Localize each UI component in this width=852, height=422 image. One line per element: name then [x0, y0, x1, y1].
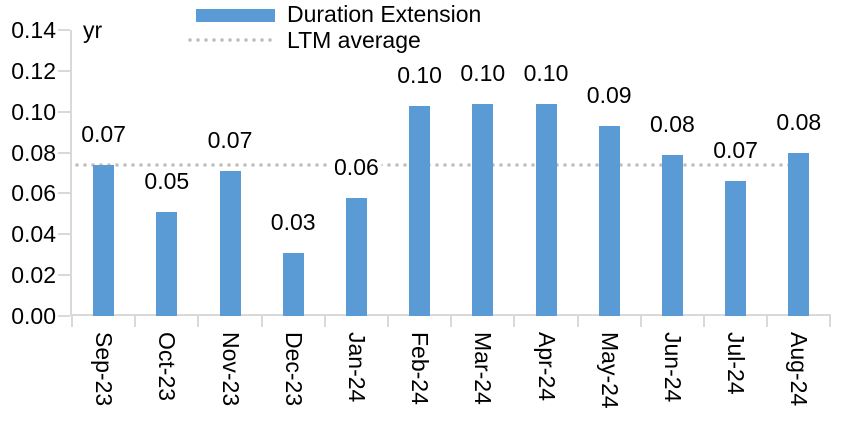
- bar: [93, 164, 115, 316]
- bar-value-label: 0.07: [78, 122, 129, 145]
- x-axis-tick: [639, 316, 642, 327]
- y-axis-tick: [58, 151, 70, 154]
- y-tick-label: 0.00: [11, 303, 56, 329]
- bar-value-label: 0.08: [773, 110, 825, 133]
- x-tick-label: Oct-23: [154, 332, 181, 402]
- y-axis-tick: [58, 315, 70, 317]
- bar-value-label: 0.07: [204, 128, 256, 151]
- bar-value-label: 0.10: [520, 61, 572, 84]
- y-tick-label: 0.04: [11, 221, 56, 248]
- y-tick-label: 0.12: [11, 57, 56, 84]
- x-axis-tick: [387, 316, 389, 327]
- x-axis-tick: [703, 316, 705, 327]
- bar-value-label: 0.05: [141, 169, 193, 192]
- x-tick-label: Sep-23: [91, 332, 118, 407]
- bar-value-label: 0.09: [583, 84, 635, 107]
- bar-value-label: 0.08: [647, 112, 698, 135]
- legend-item-duration-extension: Duration Extension: [287, 1, 482, 27]
- bar-series-swatch-icon: [196, 9, 275, 22]
- bar: [472, 103, 494, 316]
- y-axis-tick: [58, 274, 70, 277]
- y-axis-line: [70, 30, 72, 316]
- bar: [725, 181, 747, 316]
- x-axis-tick: [71, 316, 73, 327]
- x-tick-label: Jan-24: [343, 332, 370, 403]
- x-tick-label: Nov-23: [217, 332, 244, 407]
- y-tick-label: 0.14: [11, 17, 56, 43]
- bar-value-label: 0.06: [331, 155, 382, 178]
- x-tick-label: Aug-24: [786, 332, 813, 407]
- bar: [788, 152, 810, 316]
- y-axis-tick: [58, 69, 70, 72]
- x-axis-tick: [260, 316, 263, 327]
- bar: [156, 211, 178, 316]
- x-tick-label: May-24: [596, 332, 623, 409]
- bar: [661, 154, 683, 316]
- x-tick-label: Jul-24: [723, 332, 750, 395]
- x-tick-label: Apr-24: [533, 332, 560, 402]
- bar: [535, 103, 557, 316]
- x-axis-tick: [766, 316, 769, 327]
- x-axis-tick: [513, 316, 516, 327]
- y-axis-tick: [58, 29, 70, 31]
- y-axis-tick: [58, 110, 70, 113]
- x-axis-tick: [576, 316, 579, 327]
- bar-value-label: 0.07: [710, 139, 761, 162]
- y-axis-tick: [58, 233, 70, 236]
- x-axis-tick: [197, 316, 200, 327]
- x-tick-label: Jun-24: [659, 332, 686, 403]
- bar: [282, 252, 304, 316]
- bar: [345, 197, 367, 316]
- bar-value-label: 0.10: [394, 63, 445, 86]
- x-axis-line: [70, 314, 831, 316]
- bar-value-label: 0.03: [267, 210, 319, 233]
- y-axis-unit-label: yr: [83, 17, 103, 43]
- bar: [409, 105, 431, 316]
- y-tick-label: 0.08: [11, 139, 56, 166]
- x-tick-label: Dec-23: [280, 332, 307, 407]
- x-axis-tick: [450, 316, 453, 327]
- dotted-line-swatch-icon: [186, 38, 274, 42]
- ltm-average-line: [73, 162, 801, 167]
- x-axis-tick: [134, 316, 137, 327]
- y-axis-tick: [58, 192, 70, 195]
- x-tick-label: Feb-24: [407, 332, 434, 405]
- bar-value-label: 0.10: [457, 61, 509, 84]
- x-axis-tick: [323, 316, 326, 327]
- bar: [598, 126, 620, 316]
- bar: [219, 170, 241, 316]
- legend-item-ltm-average: LTM average: [287, 27, 421, 53]
- y-tick-label: 0.10: [11, 98, 56, 125]
- x-tick-label: Mar-24: [470, 332, 497, 405]
- y-tick-label: 0.06: [11, 180, 56, 207]
- y-tick-label: 0.02: [11, 262, 56, 289]
- x-axis-tick: [829, 316, 832, 327]
